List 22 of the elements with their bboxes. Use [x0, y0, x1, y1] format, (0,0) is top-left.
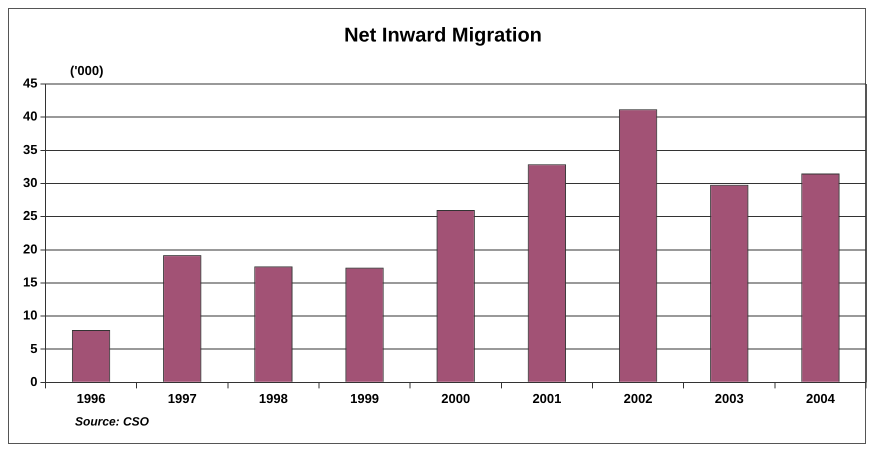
x-tick-label: 2001	[532, 390, 562, 406]
x-tick-label: 2004	[806, 390, 836, 406]
y-tick-label: 20	[22, 241, 38, 256]
x-tick-label: 2000	[441, 390, 470, 406]
y-tick-label: 35	[22, 142, 38, 157]
y-tick-label: 0	[30, 374, 38, 389]
y-tick-label: 30	[22, 175, 38, 190]
y-tick-label: 15	[22, 274, 38, 290]
y-axis-title: ('000)	[70, 63, 104, 78]
y-tick-label: 25	[22, 208, 38, 224]
source-note: Source: CSO	[75, 414, 150, 428]
y-tick-label: 45	[22, 76, 38, 91]
y-tick-label: 40	[22, 108, 38, 124]
y-tick-label: 5	[30, 340, 38, 356]
x-tick-label: 1997	[168, 390, 197, 406]
y-tick-label: 10	[22, 308, 38, 323]
x-tick-label: 2003	[714, 390, 744, 406]
x-tick-label: 1998	[258, 390, 288, 406]
chart-title: Net Inward Migration	[344, 24, 542, 47]
x-tick-label: 1996	[76, 390, 106, 406]
x-tick-label: 2002	[624, 390, 653, 406]
x-tick-label: 1999	[350, 390, 380, 406]
